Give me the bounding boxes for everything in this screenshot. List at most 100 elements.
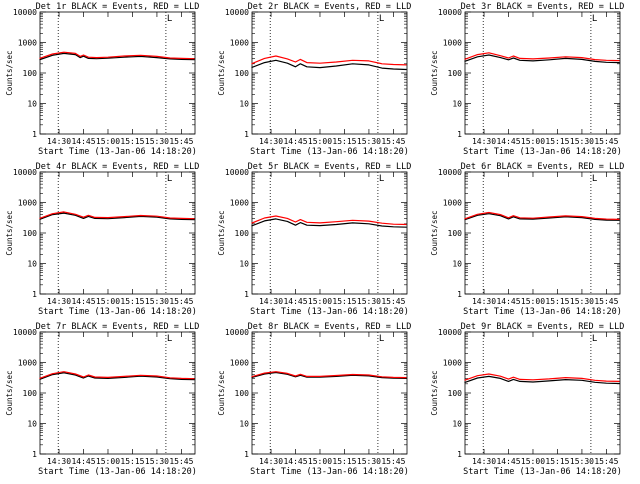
det-9r-panel: Det 9r BLACK = Events, RED = LLD 1 10 100 10…: [430, 322, 624, 477]
det-4r-x-tick-label: 15:15: [120, 297, 144, 306]
det-7r-y-tick-label: 10000: [13, 328, 37, 337]
det-5r-title: Det 5r BLACK = Events, RED = LLD: [248, 162, 412, 172]
det-8r-corner-symbol: L: [379, 334, 384, 344]
det-3r-frame: [464, 11, 621, 135]
det-5r-series-events: [251, 218, 407, 228]
det-6r-x-tick-label: 14:30: [472, 297, 496, 306]
det-9r-series-events: [464, 375, 620, 385]
det-3r-y-tick-label: 100: [448, 69, 463, 78]
det-7r-title: Det 7r BLACK = Events, RED = LLD: [36, 322, 200, 332]
det-3r-x-tick-label: 15:00: [521, 137, 545, 146]
det-3r-y-tick-label: 1000: [443, 39, 462, 48]
det-2r-ylabel: Counts/sec: [217, 50, 226, 95]
det-8r-x-tick-label: 15:00: [308, 457, 332, 466]
det-4r-y-tick-label: 1: [32, 290, 37, 299]
det-8r-x-tick-label: 15:30: [357, 457, 381, 466]
det-6r-ylabel: Counts/sec: [430, 210, 439, 255]
det-2r-y-tick-label: 10000: [225, 8, 249, 17]
det-2r-x-tick-label: 15:15: [332, 137, 356, 146]
det-8r-y-tick-label: 100: [235, 389, 250, 398]
det-9r-y-tick-label: 1000: [443, 359, 462, 368]
det-8r-y-tick-label: 1: [244, 450, 249, 459]
det-5r-x-tick-label: 14:45: [283, 297, 307, 306]
det-4r-xlabel: Start Time (13-Jan-06 14:18:20): [38, 307, 197, 317]
det-9r-x-tick-label: 15:30: [570, 457, 594, 466]
det-8r-series-lld: [251, 371, 407, 379]
det-9r-x-tick-label: 14:30: [472, 457, 496, 466]
det-5r-x-tick-label: 15:30: [357, 297, 381, 306]
det-5r-panel: Det 5r BLACK = Events, RED = LLD 1 10 100 10…: [217, 162, 411, 317]
det-9r-y-tick-label: 100: [448, 389, 463, 398]
det-1r-y-tick-label: 1: [32, 130, 37, 139]
det-5r-y-tick-label: 1000: [230, 199, 249, 208]
det-7r-x-tick-label: 14:30: [47, 457, 71, 466]
det-9r-xlabel: Start Time (13-Jan-06 14:18:20): [463, 467, 622, 477]
det-3r-title: Det 3r BLACK = Events, RED = LLD: [461, 2, 625, 12]
det-8r-y-tick-label: 10000: [225, 328, 249, 337]
det-2r-x-tick-label: 15:00: [308, 137, 332, 146]
det-8r-panel: Det 8r BLACK = Events, RED = LLD 1 10 100 10…: [217, 322, 411, 477]
det-9r-y-tick-label: 10000: [438, 328, 462, 337]
det-7r-series-events: [39, 372, 195, 381]
det-3r-corner-symbol: L: [592, 14, 597, 24]
det-2r-series-lld: [251, 55, 407, 66]
det-4r-y-tick-label: 1000: [18, 199, 37, 208]
det-8r-x-tick-label: 14:45: [283, 457, 307, 466]
det-5r-x-tick-label: 15:15: [332, 297, 356, 306]
det-2r-y-tick-label: 100: [235, 69, 250, 78]
det-4r-x-tick-label: 15:00: [96, 297, 120, 306]
det-1r-series-events: [39, 52, 195, 61]
det-6r-series-events: [464, 213, 620, 221]
det-1r-title: Det 1r BLACK = Events, RED = LLD: [36, 2, 200, 12]
det-9r-frame: [464, 331, 621, 455]
det-4r-y-tick-label: 10: [27, 260, 37, 269]
det-1r-y-tick-label: 1000: [18, 39, 37, 48]
det-2r-title: Det 2r BLACK = Events, RED = LLD: [248, 2, 412, 12]
det-1r-y-tick-label: 100: [23, 69, 38, 78]
det-3r-x-tick-label: 15:30: [570, 137, 594, 146]
det-6r-frame: [464, 171, 621, 295]
det-3r-series-lld: [464, 52, 620, 62]
det-7r-y-tick-label: 1: [32, 450, 37, 459]
det-2r-y-tick-label: 10: [239, 100, 249, 109]
det-7r-ylabel: Counts/sec: [5, 370, 14, 415]
det-5r-corner-symbol: L: [379, 174, 384, 184]
det-2r-frame: [251, 11, 408, 135]
det-4r-series-lld: [39, 211, 195, 220]
det-9r-x-tick-label: 14:45: [496, 457, 520, 466]
det-5r-frame: [251, 171, 408, 295]
det-9r-x-tick-label: 15:15: [545, 457, 569, 466]
det-4r-corner-symbol: L: [167, 174, 172, 184]
det-4r-y-tick-label: 10000: [13, 168, 37, 177]
det-3r-x-tick-label: 14:30: [472, 137, 496, 146]
det-1r-series-lld: [39, 51, 195, 60]
det-1r-corner-symbol: L: [167, 14, 172, 24]
det-5r-ylabel: Counts/sec: [217, 210, 226, 255]
det-3r-y-tick-label: 10: [452, 100, 462, 109]
det-1r-frame: [39, 11, 196, 135]
det-2r-y-tick-label: 1: [244, 130, 249, 139]
det-1r-y-tick-label: 10: [27, 100, 37, 109]
det-8r-ylabel: Counts/sec: [217, 370, 226, 415]
det-6r-y-tick-label: 10000: [438, 168, 462, 177]
det-3r-series-events: [464, 54, 620, 64]
det-8r-xlabel: Start Time (13-Jan-06 14:18:20): [250, 467, 409, 477]
det-9r-corner-symbol: L: [592, 334, 597, 344]
det-7r-corner-symbol: L: [167, 334, 172, 344]
det-8r-frame: [251, 331, 408, 455]
det-5r-x-tick-label: 14:30: [259, 297, 283, 306]
det-1r-ylabel: Counts/sec: [5, 50, 14, 95]
det-2r-xlabel: Start Time (13-Jan-06 14:18:20): [250, 147, 409, 157]
det-8r-title: Det 8r BLACK = Events, RED = LLD: [248, 322, 412, 332]
det-3r-y-tick-label: 10000: [438, 8, 462, 17]
det-1r-panel: Det 1r BLACK = Events, RED = LLD 1 10 100 10…: [5, 2, 199, 157]
det-8r-y-tick-label: 10: [239, 420, 249, 429]
det-6r-y-tick-label: 100: [448, 229, 463, 238]
det-1r-x-tick-label: 15:00: [96, 137, 120, 146]
det-6r-x-tick-label: 15:00: [521, 297, 545, 306]
det-7r-y-tick-label: 10: [27, 420, 37, 429]
det-4r-panel: Det 4r BLACK = Events, RED = LLD 1 10 100 10…: [5, 162, 199, 317]
det-3r-y-tick-label: 1: [457, 130, 462, 139]
det-2r-x-tick-label: 14:45: [283, 137, 307, 146]
det-4r-x-tick-label: 15:45: [169, 297, 193, 306]
